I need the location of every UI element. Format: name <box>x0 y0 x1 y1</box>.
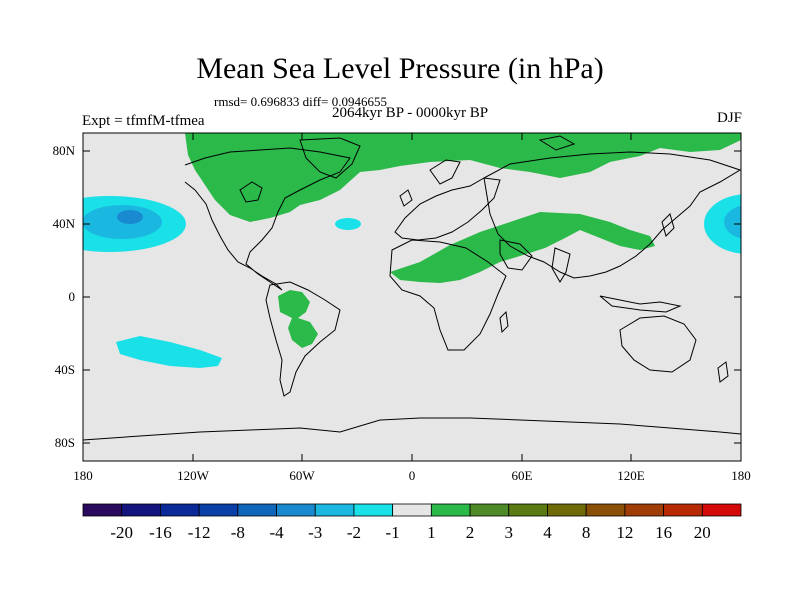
colorbar-label: 8 <box>582 523 591 542</box>
anomaly-negative-atlantic <box>335 218 361 230</box>
coastline-madagascar <box>499 310 509 334</box>
anomaly-negative-npacific-east-core <box>117 210 143 224</box>
coastline-arctic-islands <box>538 135 576 151</box>
colorbar-swatch-11 <box>508 503 548 517</box>
colorbar-label: -2 <box>347 523 361 542</box>
anomaly-negative-npacific-west <box>704 194 741 254</box>
colorbar-label: 20 <box>694 523 711 542</box>
coastline-uk <box>399 189 413 207</box>
latitude-axis: 80N 40N 0 40S 80S <box>53 143 741 450</box>
colorbar-swatch-0 <box>82 503 123 517</box>
colorbar-swatch-15 <box>663 503 703 517</box>
colorbar-swatch-1 <box>121 503 161 517</box>
anomaly-negative-npacific-west-mid <box>724 205 741 239</box>
coastline-europe <box>394 177 501 241</box>
colorbar-swatch-5 <box>276 503 316 517</box>
colorbar-swatch-16 <box>701 503 742 517</box>
lat-label-40s: 40S <box>55 362 75 377</box>
coastline-new-zealand <box>717 361 729 383</box>
anomaly-field <box>83 133 741 368</box>
lat-label-80s: 80S <box>55 435 75 450</box>
anomaly-positive-south-america <box>278 290 318 348</box>
colorbar-swatch-9 <box>430 503 471 517</box>
plot-title: Mean Sea Level Pressure (in hPa) <box>196 52 604 85</box>
coastline-asia <box>483 151 741 279</box>
colorbar-label: 12 <box>616 523 633 542</box>
colorbar-swatch-10 <box>469 503 510 517</box>
coastline-hudson-bay <box>239 181 263 203</box>
coastline-antarctica <box>83 417 741 441</box>
coastline-africa <box>389 239 507 351</box>
lon-label-60w: 60W <box>289 468 315 483</box>
anomaly-negative-south-pacific <box>116 336 222 368</box>
colorbar-label: -1 <box>386 523 400 542</box>
colorbar-label: 4 <box>543 523 552 542</box>
coastline-north-america <box>184 147 351 291</box>
colorbar-label: 2 <box>466 523 475 542</box>
colorbar: -20 -16 -12 -8 -4 -3 -2 -1 1 2 3 4 8 12 16 20 <box>82 503 742 542</box>
colorbar-swatch-2 <box>160 503 200 517</box>
colorbar-swatch-3 <box>198 503 239 517</box>
colorbar-label: -16 <box>149 523 172 542</box>
lon-label-120e: 120E <box>617 468 645 483</box>
colorbar-swatch-7 <box>353 503 394 517</box>
colorbar-label: 3 <box>505 523 514 542</box>
coastline-south-america <box>265 281 341 397</box>
colorbar-swatch-12 <box>547 503 587 517</box>
lat-label-40n: 40N <box>53 216 76 231</box>
lon-label-60e: 60E <box>512 468 533 483</box>
map-background <box>83 133 741 461</box>
lon-label-120w: 120W <box>177 468 210 483</box>
season-label: DJF <box>716 110 742 126</box>
colorbar-label: 16 <box>655 523 672 542</box>
coastline-scandinavia <box>429 159 461 185</box>
coastline-australia <box>619 315 697 373</box>
colorbar-swatch-8 <box>392 503 432 517</box>
colorbar-label: -3 <box>308 523 322 542</box>
time-period-label: 2064kyr BP - 0000kyr BP <box>331 105 489 121</box>
rmsd-diff-stats: rmsd= 0.696833 diff= 0.0946655 <box>214 94 387 109</box>
longitude-axis: 180 120W 60W 0 60E 120E 180 <box>73 133 751 483</box>
colorbar-swatch-13 <box>585 503 626 517</box>
coastline-indonesia <box>599 295 682 313</box>
lat-label-80n: 80N <box>53 143 76 158</box>
coastlines <box>83 135 741 441</box>
coastline-japan <box>661 213 675 237</box>
colorbar-swatch-14 <box>624 503 664 517</box>
colorbar-label: -12 <box>188 523 211 542</box>
coastline-greenland <box>299 137 361 179</box>
colorbar-swatch-6 <box>314 503 355 517</box>
lon-label-180e: 180 <box>731 468 751 483</box>
coastline-arabia <box>499 239 533 271</box>
lat-label-0: 0 <box>69 289 76 304</box>
anomaly-positive-eurasia-africa <box>390 212 655 283</box>
colorbar-label: 1 <box>427 523 436 542</box>
lon-label-0: 0 <box>409 468 416 483</box>
lon-label-180w: 180 <box>73 468 93 483</box>
colorbar-swatch-4 <box>237 503 277 517</box>
experiment-label: Expt = tfmfM-tfmea <box>82 113 205 129</box>
colorbar-label: -4 <box>269 523 284 542</box>
colorbar-label: -8 <box>231 523 245 542</box>
colorbar-label: -20 <box>110 523 133 542</box>
coastline-india <box>551 247 571 283</box>
anomaly-positive-arctic <box>185 133 741 222</box>
